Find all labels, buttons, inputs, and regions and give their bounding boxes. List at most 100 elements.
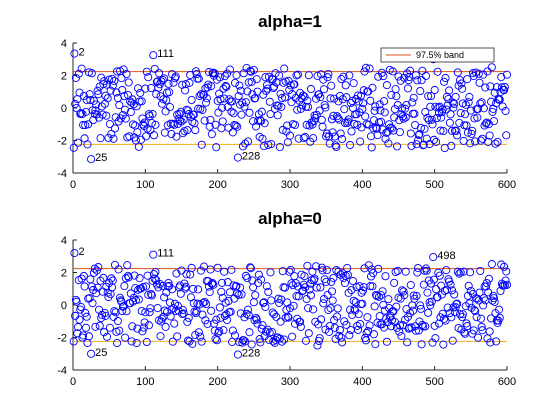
x-tick-label: 500 — [425, 179, 443, 191]
data-point — [318, 116, 325, 123]
data-point — [114, 339, 121, 346]
data-point — [161, 129, 168, 136]
data-point — [474, 334, 481, 341]
data-point — [274, 112, 281, 119]
data-point — [492, 140, 499, 147]
chart-title: alpha=1 — [258, 12, 322, 31]
data-point — [110, 135, 117, 142]
data-point — [408, 142, 415, 149]
data-point — [121, 334, 128, 341]
data-point — [174, 333, 181, 340]
outlier-point — [234, 351, 241, 358]
data-point — [184, 318, 191, 325]
data-point — [207, 266, 214, 273]
data-point — [418, 77, 425, 84]
data-point — [350, 80, 357, 87]
data-point — [230, 110, 237, 117]
x-tick-label: 0 — [70, 376, 76, 388]
data-point — [402, 268, 409, 275]
data-point — [288, 99, 295, 106]
outlier-label: 2 — [78, 246, 84, 258]
data-point — [443, 267, 450, 274]
data-point — [166, 103, 173, 110]
data-point — [111, 261, 118, 268]
data-point — [379, 288, 386, 295]
data-point — [410, 94, 417, 101]
data-point — [338, 339, 345, 346]
data-point — [135, 85, 142, 92]
data-point — [223, 316, 230, 323]
data-point — [449, 337, 456, 344]
data-point — [383, 82, 390, 89]
data-point — [81, 283, 88, 290]
data-point — [208, 307, 215, 314]
outlier-label: 111 — [157, 248, 174, 260]
data-point — [485, 275, 492, 282]
data-point — [115, 266, 122, 273]
data-point — [250, 299, 257, 306]
data-point — [328, 288, 335, 295]
data-point — [111, 125, 118, 132]
data-point — [228, 266, 235, 273]
data-point — [417, 87, 424, 94]
data-point — [199, 311, 206, 318]
data-point — [488, 261, 495, 268]
data-point — [124, 262, 131, 269]
outlier-label: 498 — [437, 250, 455, 262]
data-point — [372, 103, 379, 110]
outlier-point — [430, 253, 437, 260]
y-tick-label: 0 — [61, 103, 67, 115]
x-tick-label: 400 — [353, 179, 371, 191]
data-point — [325, 306, 332, 313]
data-point — [252, 292, 259, 299]
data-point — [260, 143, 267, 150]
data-point — [329, 297, 336, 304]
scatter-points — [70, 261, 510, 350]
data-point — [367, 133, 374, 140]
data-point — [268, 297, 275, 304]
data-point — [208, 131, 215, 138]
data-point — [221, 268, 228, 275]
x-tick-label: 300 — [281, 376, 299, 388]
data-point — [419, 67, 426, 74]
data-point — [334, 305, 341, 312]
outlier-point — [150, 251, 157, 258]
data-point — [358, 124, 365, 131]
data-point — [422, 72, 429, 79]
x-tick-label: 500 — [425, 376, 443, 388]
outlier-point — [71, 50, 78, 57]
data-point — [137, 89, 144, 96]
data-point — [345, 289, 352, 296]
data-point — [398, 332, 405, 339]
data-point — [425, 309, 432, 316]
y-tick-label: 4 — [61, 235, 67, 247]
data-point — [137, 136, 144, 143]
data-point — [466, 93, 473, 100]
data-point — [150, 132, 157, 139]
data-point — [393, 143, 400, 150]
data-point — [118, 74, 125, 81]
data-point — [154, 304, 161, 311]
outlier-label: 2 — [78, 47, 84, 59]
data-point — [133, 339, 140, 346]
data-point — [266, 98, 273, 105]
data-point — [369, 84, 376, 91]
chart-panel-2: alpha=00 100 200 300 400 500 600-4-20242 11125 2… — [57, 209, 516, 388]
x-tick-label: 200 — [208, 376, 226, 388]
data-point — [488, 64, 495, 71]
data-point — [87, 276, 94, 283]
data-point — [433, 286, 440, 293]
data-point — [487, 98, 494, 105]
data-point — [503, 132, 510, 139]
data-point — [341, 279, 348, 286]
data-point — [245, 312, 252, 319]
data-point — [309, 268, 316, 275]
data-point — [452, 93, 459, 100]
data-point — [304, 305, 311, 312]
data-point — [391, 279, 398, 286]
data-point — [142, 133, 149, 140]
data-point — [106, 324, 113, 331]
data-point — [348, 128, 355, 135]
x-tick-label: 100 — [136, 179, 154, 191]
data-point — [188, 96, 195, 103]
